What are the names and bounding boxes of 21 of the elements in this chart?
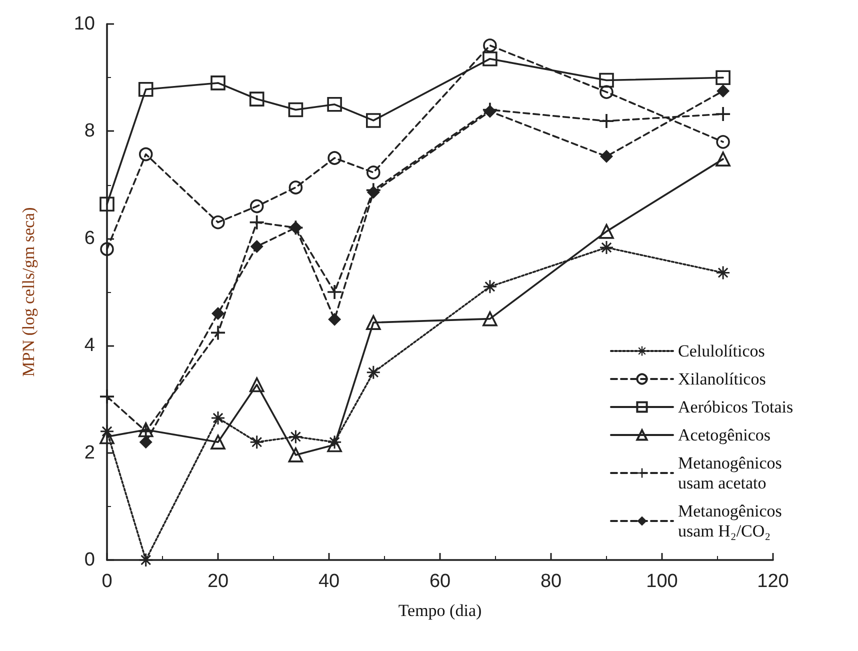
x-axis-title: Tempo (dia) — [398, 601, 482, 620]
x-tick-label: 40 — [318, 571, 340, 592]
y-tick-label: 4 — [84, 335, 96, 356]
y-tick-label: 0 — [84, 550, 95, 570]
y-tick-label: 10 — [74, 14, 95, 34]
x-tick-label: 60 — [429, 571, 451, 592]
x-tick-label: 100 — [646, 571, 678, 592]
x-tick-label: 0 — [102, 571, 112, 592]
legend-label: Aeróbicos Totais — [678, 398, 794, 416]
y-axis-title: MPN (log cells/gm seca) — [19, 207, 38, 377]
x-tick-label: 20 — [207, 571, 229, 592]
x-tick-label: 120 — [757, 571, 789, 592]
y-tick-label: 6 — [84, 228, 95, 249]
legend-label: Metanogênicos usam acetato — [678, 454, 786, 492]
y-tick-label: 2 — [84, 442, 95, 464]
y-tick-label: 8 — [84, 120, 95, 142]
legend-label: Metanogênicos usam H₂/CO₂ — [678, 502, 786, 540]
legend-label: Acetogênicos — [678, 426, 771, 444]
legend-label: Xilanolíticos — [678, 370, 766, 388]
x-tick-label: 80 — [540, 571, 562, 592]
legend-label: Celulolíticos — [678, 342, 765, 360]
